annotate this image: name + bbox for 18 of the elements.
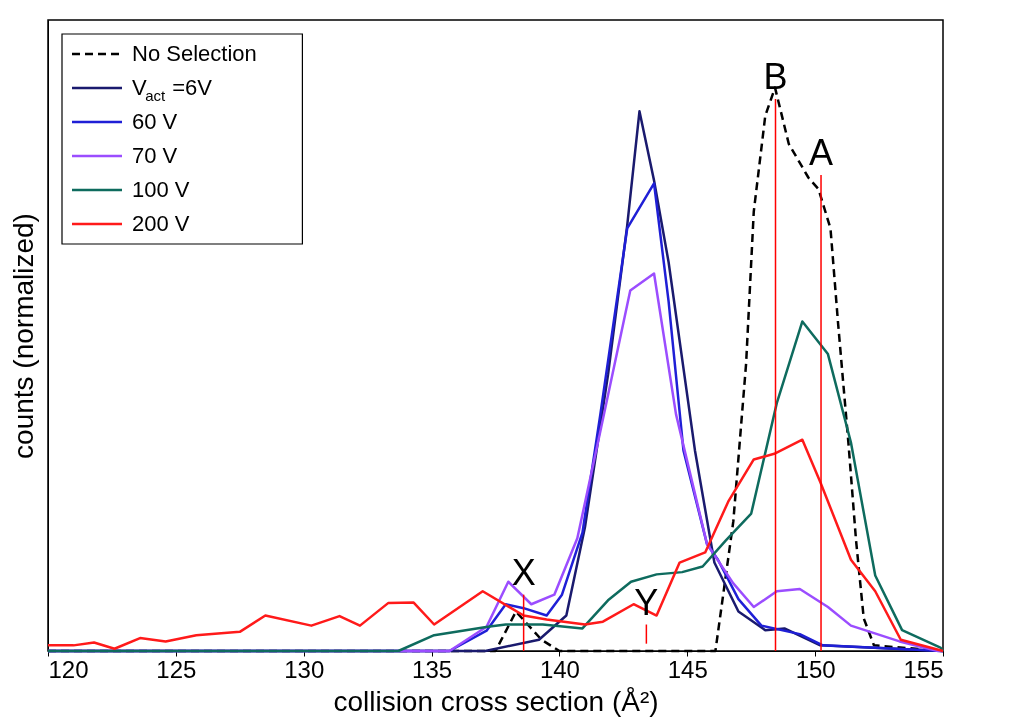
annotation: A (809, 131, 834, 173)
x-tick-label: 155 (903, 655, 944, 683)
legend-label: No Selection (132, 41, 257, 66)
x-tick-label: 140 (539, 655, 580, 683)
annotation: B (763, 55, 788, 97)
x-tick-label: 130 (284, 655, 325, 683)
legend-label: 60 V (132, 109, 178, 134)
x-tick-label: 150 (795, 655, 836, 683)
legend-label: 70 V (132, 143, 178, 168)
legend-label: 100 V (132, 177, 190, 202)
x-tick-label: 135 (412, 655, 453, 683)
x-tick-label: 145 (667, 655, 708, 683)
x-axis-title: collision cross section (Å²) (333, 685, 659, 717)
annotation: X (511, 551, 536, 593)
y-axis-title: counts (normalized) (7, 213, 39, 459)
legend-label: 200 V (132, 211, 190, 236)
x-tick-label: 125 (156, 655, 197, 683)
x-tick-label: 120 (48, 655, 89, 683)
